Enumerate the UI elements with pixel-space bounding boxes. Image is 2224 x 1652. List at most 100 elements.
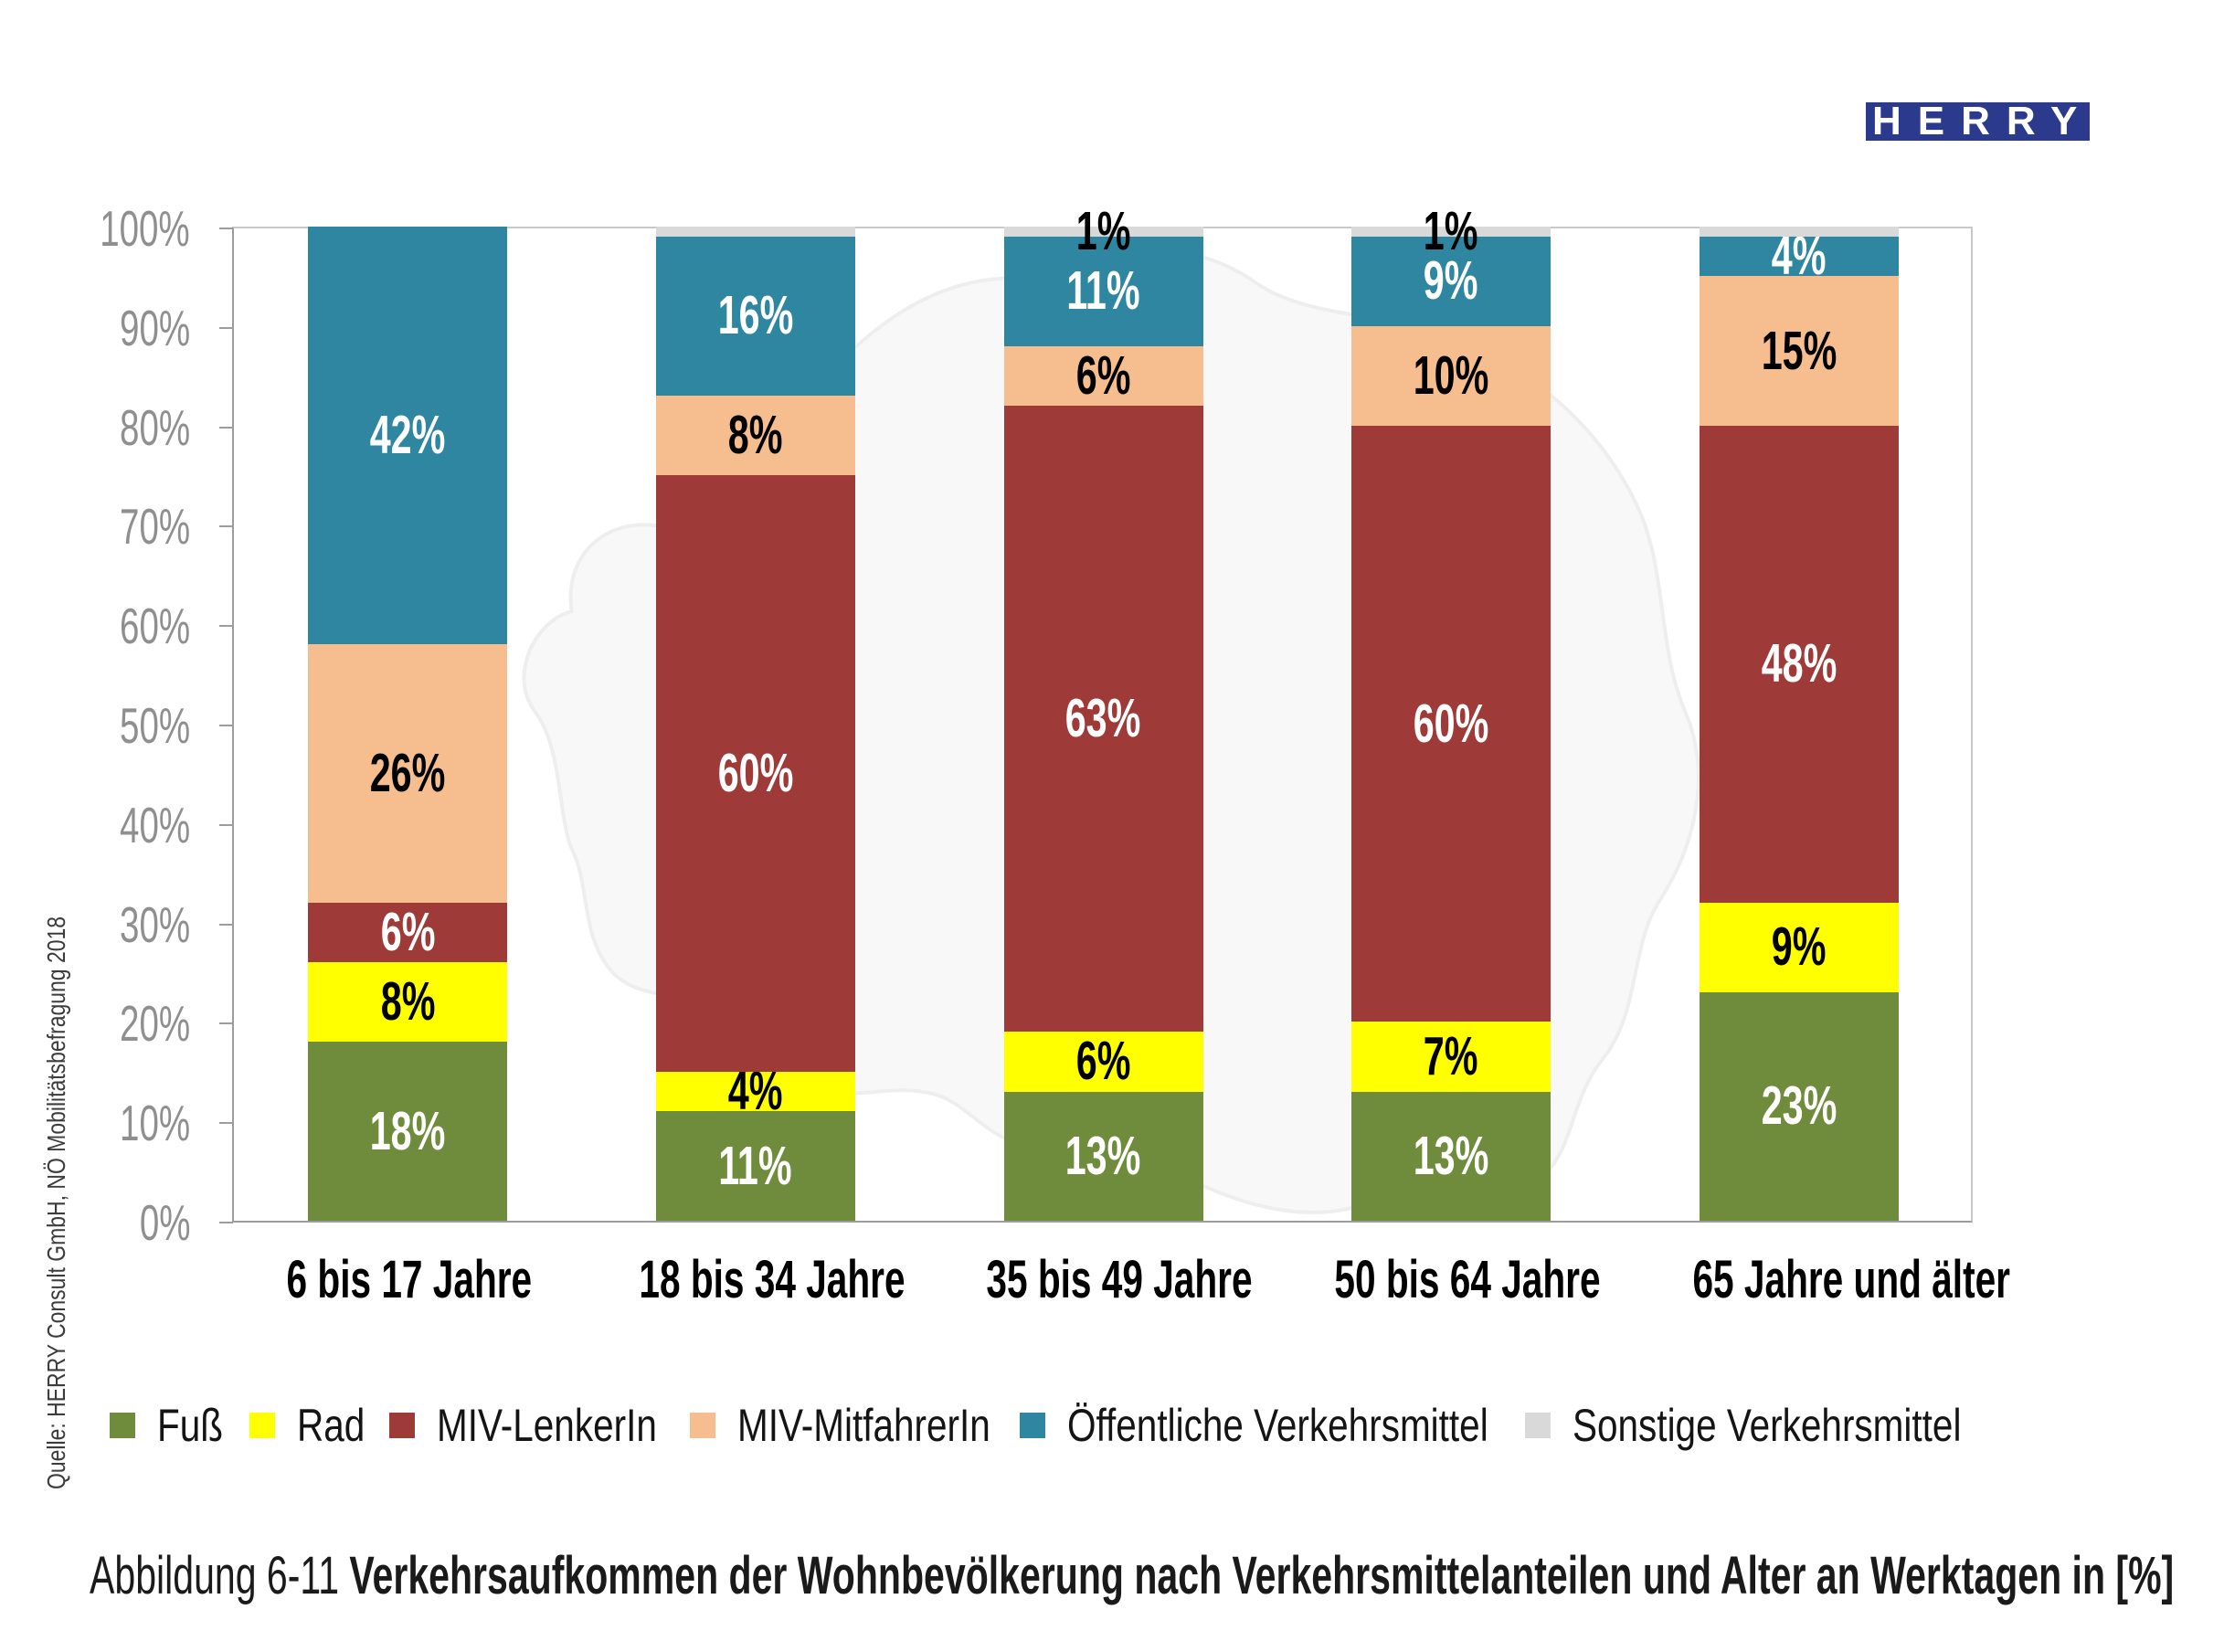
y-axis-tick — [219, 823, 233, 826]
bar-segment-label: 7% — [1424, 1025, 1478, 1086]
bar-segment: 63% — [1003, 405, 1203, 1032]
legend-label: Öffentliche Verkehrsmittel — [1067, 1400, 1488, 1451]
figure-caption: Abbildung 6-11 Verkehrsaufkommen der Woh… — [90, 1548, 2174, 1604]
bar-segment: 9% — [1699, 902, 1899, 992]
bar-segment-label: 26% — [369, 742, 446, 803]
bar-segment: 6% — [1003, 1031, 1203, 1092]
bar-segment-label: 4% — [1771, 226, 1827, 287]
bar-segment: 18% — [308, 1042, 508, 1221]
bar-segment: 13% — [1003, 1091, 1203, 1221]
y-axis-label: 70% — [119, 498, 190, 556]
y-axis-tick — [219, 525, 233, 528]
bar-segment: 4% — [1699, 229, 1899, 283]
bar-segment: 60% — [655, 475, 855, 1072]
bar-segment: 16% — [655, 236, 855, 396]
bar-segment-label: 23% — [1761, 1075, 1837, 1137]
legend-label: MIV-LenkerIn — [437, 1400, 657, 1451]
bar-segment-label: 42% — [369, 404, 446, 465]
bar-segment-label: 11% — [718, 1135, 793, 1196]
bar-segment-label: 8% — [380, 971, 436, 1032]
bar-segment-label: 16% — [717, 285, 794, 346]
y-axis-label: 90% — [119, 299, 190, 356]
bar-segment: 8% — [308, 962, 508, 1043]
bar-segment: 11% — [655, 1111, 855, 1221]
legend-swatch — [249, 1413, 275, 1438]
bar-segment: 26% — [308, 643, 508, 903]
bar-segment-label: 6% — [380, 901, 436, 962]
bar-segment-label: 60% — [717, 742, 794, 803]
y-axis-label: 0% — [139, 1194, 190, 1251]
bar-segment: 42% — [308, 227, 508, 644]
bar-segment: 1% — [1351, 204, 1552, 258]
y-axis-tick — [219, 326, 233, 329]
bar-segment-label: 1% — [1424, 200, 1478, 261]
y-axis-label: 100% — [100, 200, 190, 257]
y-axis-tick — [219, 923, 233, 926]
bar-segment: 7% — [1351, 1022, 1552, 1092]
caption-title: Verkehrsaufkommen der Wohnbevölkerung na… — [349, 1546, 2175, 1605]
legend-label: MIV-MitfahrerIn — [737, 1400, 990, 1451]
bar-segment-label: 9% — [1424, 250, 1478, 312]
bar-segment — [1699, 227, 1899, 237]
bar-segment — [655, 227, 855, 237]
x-axis-label: 6 bis 17 Jahre — [286, 1250, 533, 1309]
bar-segment: 48% — [1699, 425, 1899, 903]
x-axis-label: 18 bis 34 Jahre — [638, 1250, 905, 1309]
bar-segment: 6% — [1003, 344, 1203, 406]
y-axis-label: 60% — [119, 598, 190, 655]
bar-segment: 10% — [1351, 325, 1552, 426]
y-axis-tick — [219, 1122, 233, 1125]
legend-label: Sonstige Verkehrsmittel — [1573, 1400, 1962, 1451]
bar-segment: 9% — [1351, 236, 1552, 326]
bar-segment-label: 13% — [1065, 1125, 1141, 1186]
bar-segment-label: 10% — [1413, 344, 1489, 406]
y-axis-label: 30% — [119, 895, 190, 953]
y-axis-tick — [219, 1022, 233, 1025]
legend-label: Rad — [297, 1400, 365, 1451]
caption-number: Abbildung 6-11 — [90, 1546, 340, 1605]
x-axis-label: 50 bis 64 Jahre — [1334, 1250, 1601, 1309]
bar-segment: 8% — [655, 395, 855, 475]
bar-segment-label: 48% — [1761, 633, 1837, 694]
bar-segment: 6% — [308, 901, 508, 963]
y-axis-tick — [219, 426, 233, 429]
bar-segment-label: 1% — [1075, 200, 1131, 261]
herry-logo-text: HERRY — [1872, 102, 2090, 141]
bar-segment-label: 9% — [1771, 916, 1827, 978]
y-axis-tick — [219, 625, 233, 628]
bar-segment-label: 15% — [1761, 320, 1837, 381]
legend-swatch — [389, 1413, 415, 1438]
bar-segment: 1% — [1003, 204, 1203, 258]
y-axis-tick — [219, 725, 233, 726]
legend-swatch — [690, 1413, 715, 1438]
bar-segment-label: 4% — [728, 1061, 783, 1122]
x-axis-label: 65 Jahre und älter — [1692, 1250, 2011, 1309]
legend-swatch — [1525, 1413, 1551, 1438]
x-axis-label: 35 bis 49 Jahre — [986, 1250, 1253, 1309]
bar-segment: 4% — [655, 1064, 855, 1118]
bar-segment: 13% — [1351, 1091, 1552, 1221]
legend-swatch — [110, 1413, 135, 1438]
bar-segment-label: 6% — [1075, 1031, 1131, 1092]
bar-segment-label: 63% — [1065, 688, 1141, 749]
herry-logo: HERRY — [1866, 102, 2090, 141]
legend-label: Fuß — [157, 1400, 224, 1451]
bar-segment: 15% — [1699, 276, 1899, 426]
bar-segment-label: 11% — [1066, 260, 1140, 322]
bar-segment: 11% — [1003, 236, 1203, 346]
bar-segment-label: 60% — [1413, 693, 1489, 754]
y-axis-tick — [219, 1222, 233, 1223]
y-axis-label: 20% — [119, 995, 190, 1053]
bar-segment: 60% — [1351, 425, 1552, 1022]
y-axis-tick — [219, 228, 233, 229]
y-axis-label: 80% — [119, 398, 190, 456]
bar-segment-label: 18% — [369, 1100, 446, 1161]
plot-area: 18% 8% 6% 26% 42% 11% 4% 60% 8% 16% 13% 6% 63% 6% 11% 1… — [232, 204, 1973, 1223]
y-axis-label: 50% — [119, 697, 190, 754]
bar-segment: 23% — [1699, 991, 1899, 1221]
bar-segment-label: 8% — [728, 404, 783, 465]
y-axis-label: 10% — [119, 1095, 190, 1152]
bar-segment-label: 13% — [1413, 1125, 1489, 1186]
bar-segment-label: 6% — [1075, 344, 1131, 406]
